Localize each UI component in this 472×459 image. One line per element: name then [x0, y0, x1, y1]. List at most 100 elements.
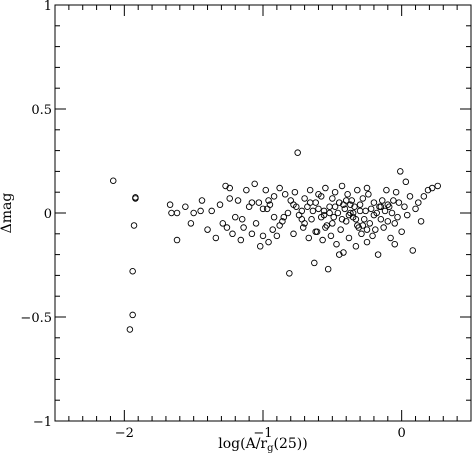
data-point: [252, 220, 260, 227]
data-point: [330, 213, 337, 221]
data-point: [365, 191, 372, 198]
data-point: [270, 193, 278, 200]
data-point: [366, 220, 374, 227]
data-point: [331, 188, 339, 196]
data-point: [315, 191, 322, 198]
data-point: [322, 224, 329, 231]
data-point: [415, 199, 422, 206]
data-point: [168, 209, 175, 217]
data-point: [356, 207, 364, 215]
data-point: [166, 201, 174, 208]
data-point: [298, 215, 306, 223]
data-point: [132, 194, 139, 201]
data-point: [324, 265, 332, 273]
data-point: [284, 209, 292, 217]
data-point: [245, 203, 253, 211]
data-point: [390, 197, 397, 204]
data-point: [362, 207, 369, 215]
data-point: [273, 232, 281, 240]
axis-ticks: [54, 4, 472, 422]
data-point: [428, 184, 436, 192]
data-point: [409, 247, 417, 254]
data-point: [333, 240, 340, 248]
data-point: [287, 197, 294, 204]
data-point: [312, 199, 319, 206]
data-point: [403, 211, 411, 219]
data-point: [341, 205, 349, 213]
data-point: [286, 270, 293, 277]
data-point: [256, 243, 264, 250]
data-point: [349, 209, 357, 217]
data-point: [251, 180, 258, 188]
data-point: [388, 209, 396, 217]
data-point: [229, 230, 236, 238]
data-point: [237, 236, 245, 244]
data-point: [331, 203, 339, 211]
data-point: [243, 186, 250, 194]
data-point: [190, 209, 197, 217]
data-point: [374, 251, 382, 258]
data-point: [295, 211, 303, 219]
data-point: [345, 234, 353, 242]
data-point: [223, 224, 231, 231]
data-point: [329, 195, 336, 202]
data-point: [312, 228, 319, 235]
data-point: [130, 222, 138, 229]
data-point: [391, 220, 398, 227]
data-point: [262, 186, 270, 194]
data-point: [126, 326, 134, 333]
data-point: [129, 311, 136, 319]
data-point: [315, 205, 322, 213]
data-point: [276, 184, 283, 192]
data-point: [398, 228, 405, 235]
data-point: [226, 195, 233, 202]
data-points: [109, 149, 441, 333]
data-point: [359, 195, 367, 202]
data-point: [434, 182, 441, 190]
y-tick-label: −1: [33, 415, 52, 430]
data-point: [173, 209, 181, 217]
data-point: [270, 213, 278, 221]
data-point: [326, 203, 333, 211]
data-point: [337, 226, 344, 233]
data-point: [173, 236, 181, 244]
data-point: [377, 203, 385, 211]
data-point: [306, 186, 314, 194]
data-point: [372, 226, 379, 233]
data-point: [381, 207, 389, 215]
data-point: [329, 220, 336, 227]
data-point: [240, 224, 247, 231]
data-point: [299, 224, 307, 231]
data-point: [363, 184, 371, 192]
data-point: [248, 199, 256, 206]
data-point: [219, 220, 227, 227]
data-point: [281, 191, 289, 198]
data-point: [305, 234, 313, 242]
data-point: [412, 205, 419, 213]
data-point: [306, 199, 314, 206]
data-point: [356, 201, 364, 208]
data-point: [265, 197, 272, 204]
data-point: [309, 207, 317, 215]
data-point: [216, 201, 224, 208]
data-point: [342, 197, 350, 204]
data-point: [276, 222, 283, 229]
data-point: [406, 193, 414, 200]
data-point: [326, 209, 333, 217]
data-point: [320, 207, 328, 215]
data-point: [232, 213, 239, 221]
data-point: [259, 205, 267, 213]
data-point: [226, 184, 233, 192]
data-point: [369, 232, 376, 240]
x-tick-label: 0: [398, 426, 406, 441]
data-point: [354, 222, 361, 229]
data-point: [352, 243, 360, 250]
x-tick-label: −1: [253, 426, 272, 441]
data-point: [391, 240, 398, 248]
data-point: [301, 195, 308, 202]
data-point: [417, 218, 425, 225]
data-point: [290, 230, 297, 238]
y-tick-label: −0.5: [20, 311, 52, 326]
